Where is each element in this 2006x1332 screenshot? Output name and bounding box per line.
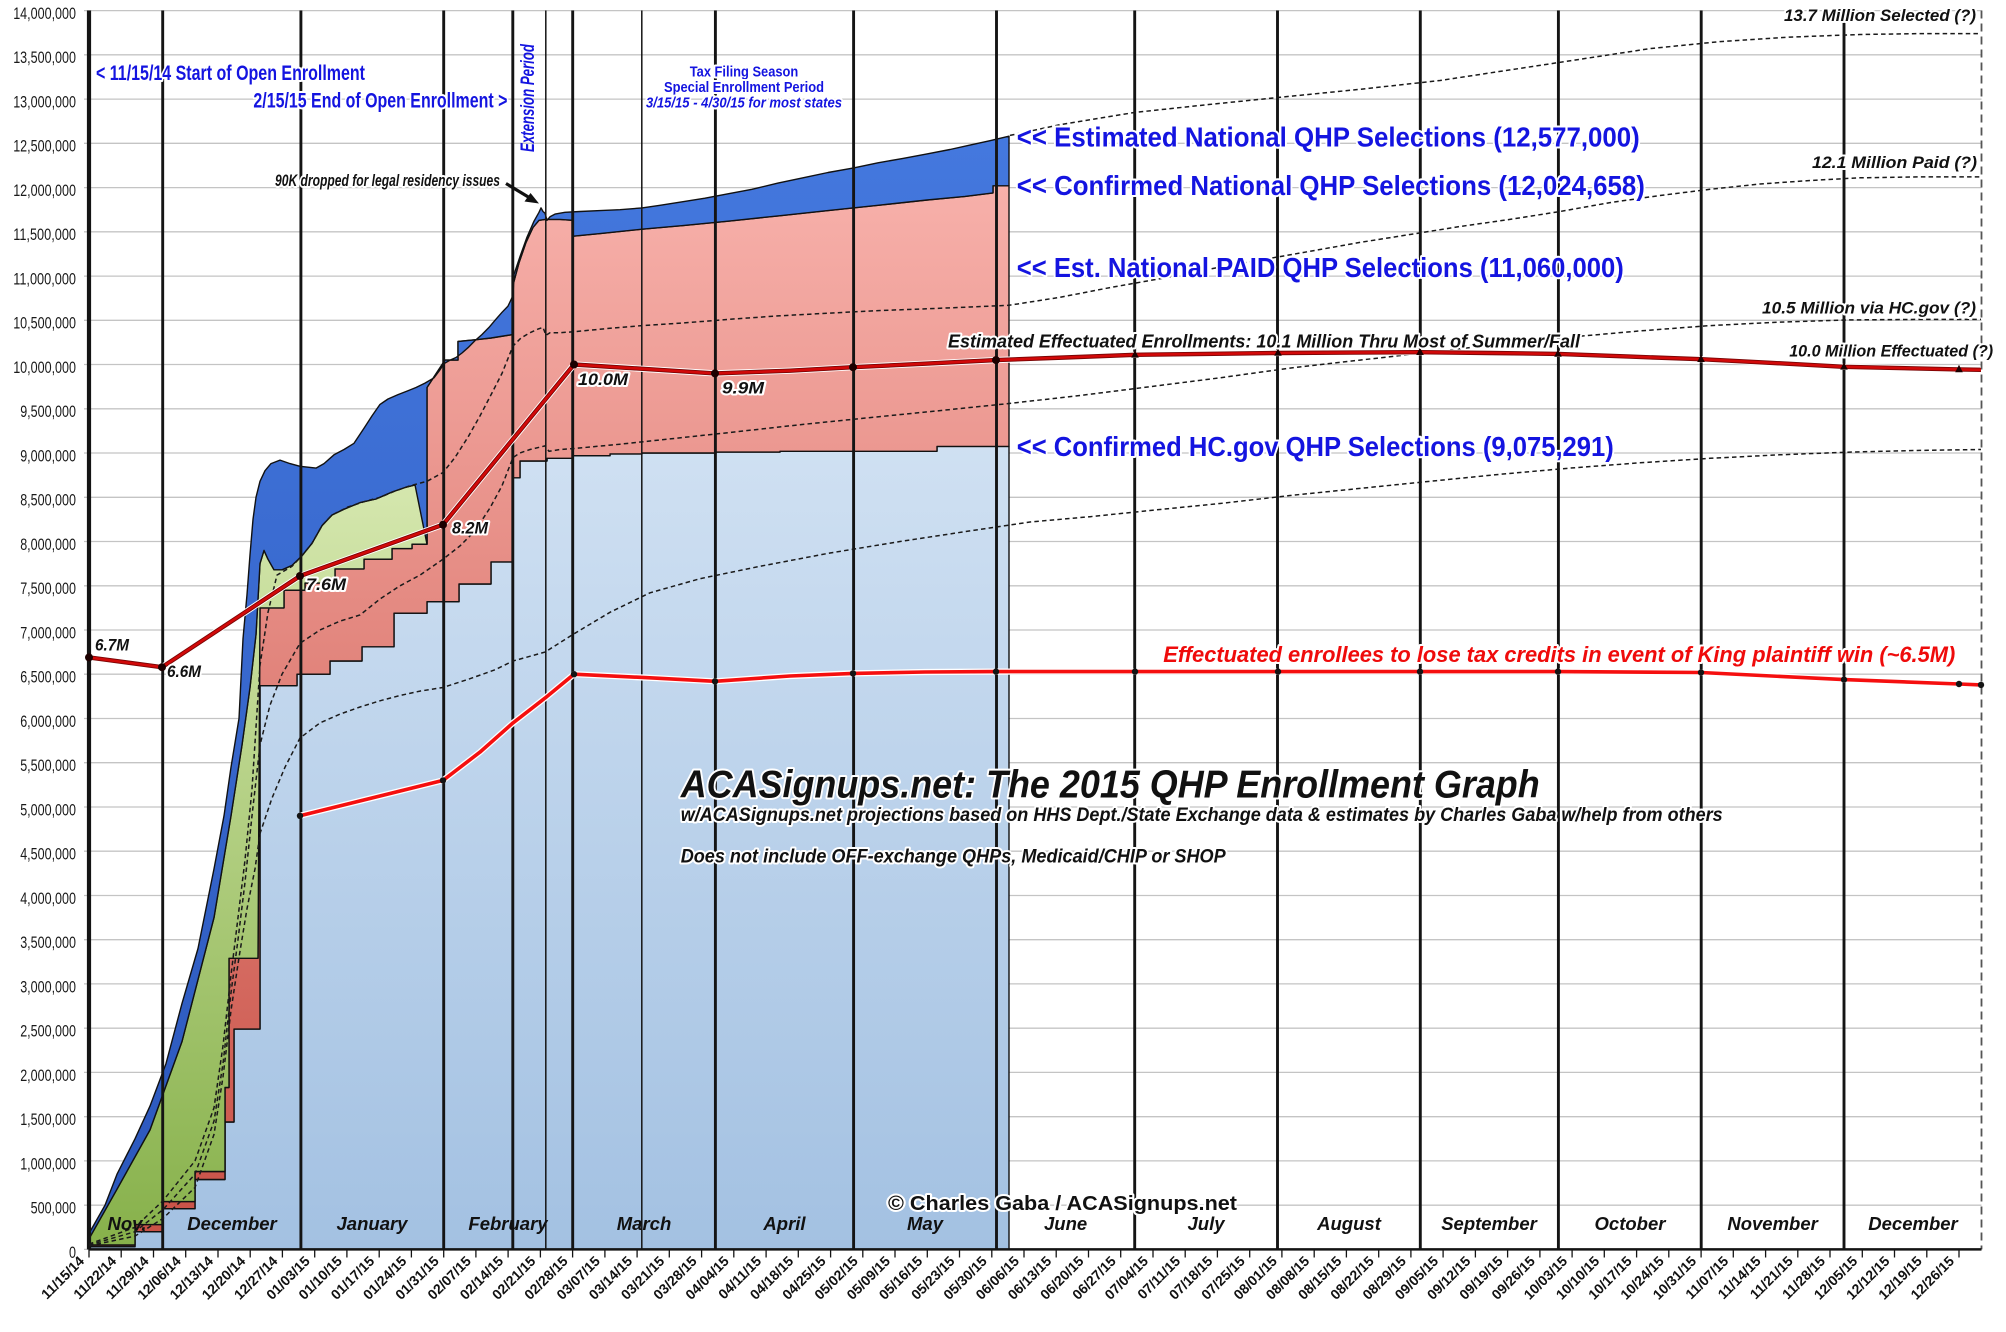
svg-text:6,000,000: 6,000,000 <box>20 712 76 731</box>
svg-text:10,000,000: 10,000,000 <box>13 358 76 377</box>
svg-text:3,000,000: 3,000,000 <box>20 977 76 996</box>
svg-text:12,000,000: 12,000,000 <box>13 181 76 200</box>
svg-text:<< Estimated National QHP Sele: << Estimated National QHP Selections (12… <box>1017 122 1640 153</box>
svg-text:ACASignups.net: The 2015 QHP E: ACASignups.net: The 2015 QHP Enrollment … <box>680 764 1540 807</box>
svg-text:© Charles Gaba / ACASignups.ne: © Charles Gaba / ACASignups.net <box>888 1193 1237 1215</box>
svg-text:Tax Filing Season: Tax Filing Season <box>690 64 799 81</box>
svg-text:2,500,000: 2,500,000 <box>20 1022 76 1041</box>
svg-text:May: May <box>907 1213 945 1234</box>
svg-text:7.6M: 7.6M <box>306 576 347 594</box>
svg-text:13.7 Million Selected (?): 13.7 Million Selected (?) <box>1784 7 1977 25</box>
svg-text:July: July <box>1187 1213 1226 1234</box>
svg-text:10,500,000: 10,500,000 <box>13 314 76 333</box>
svg-text:<< Confirmed HC.gov QHP Select: << Confirmed HC.gov QHP Selections (9,07… <box>1017 431 1614 462</box>
svg-text:3,500,000: 3,500,000 <box>20 933 76 952</box>
svg-text:2/15/15 End of Open Enrollment: 2/15/15 End of Open Enrollment > <box>253 90 507 113</box>
svg-text:6.7M: 6.7M <box>95 637 130 655</box>
svg-text:June: June <box>1044 1213 1087 1234</box>
svg-text:6.6M: 6.6M <box>167 663 202 681</box>
svg-text:6,500,000: 6,500,000 <box>20 668 76 687</box>
svg-text:9,500,000: 9,500,000 <box>20 402 76 421</box>
svg-text:4,000,000: 4,000,000 <box>20 889 76 908</box>
svg-text:Special Enrollment Period: Special Enrollment Period <box>664 79 824 96</box>
svg-text:8.2M: 8.2M <box>452 520 489 538</box>
svg-text:Does not include OFF-exchange: Does not include OFF-exchange QHPs, Medi… <box>681 846 1227 868</box>
svg-text:90K dropped for legal residenc: 90K dropped for legal residency issues <box>275 172 500 190</box>
svg-text:12,500,000: 12,500,000 <box>13 137 76 156</box>
svg-text:11,000,000: 11,000,000 <box>13 270 76 289</box>
svg-text:Nov.: Nov. <box>107 1213 146 1234</box>
svg-text:w/ACASignups.net projections b: w/ACASignups.net projections based on HH… <box>681 804 1723 826</box>
svg-text:7,500,000: 7,500,000 <box>20 579 76 598</box>
svg-text:11,500,000: 11,500,000 <box>13 225 76 244</box>
svg-text:4,500,000: 4,500,000 <box>20 845 76 864</box>
svg-text:8,500,000: 8,500,000 <box>20 491 76 510</box>
svg-text:August: August <box>1316 1213 1382 1234</box>
svg-text:8,000,000: 8,000,000 <box>20 535 76 554</box>
svg-text:9,000,000: 9,000,000 <box>20 446 76 465</box>
svg-text:14,000,000: 14,000,000 <box>13 4 76 23</box>
svg-text:December: December <box>187 1213 278 1234</box>
svg-text:October: October <box>1595 1213 1668 1234</box>
svg-text:February: February <box>468 1213 549 1234</box>
svg-text:January: January <box>337 1213 410 1234</box>
svg-text:April: April <box>762 1213 806 1234</box>
svg-text:13,000,000: 13,000,000 <box>13 93 76 112</box>
svg-text:5,500,000: 5,500,000 <box>20 756 76 775</box>
svg-text:5,000,000: 5,000,000 <box>20 800 76 819</box>
svg-text:March: March <box>617 1213 672 1234</box>
svg-text:1,500,000: 1,500,000 <box>20 1110 76 1129</box>
svg-text:7,000,000: 7,000,000 <box>20 623 76 642</box>
svg-text:500,000: 500,000 <box>31 1199 76 1218</box>
svg-text:12.1 Million Paid (?): 12.1 Million Paid (?) <box>1812 154 1978 172</box>
svg-text:0: 0 <box>69 1243 76 1262</box>
svg-text:3/15/15 - 4/30/15 for most sta: 3/15/15 - 4/30/15 for most states <box>646 95 842 112</box>
svg-text:< 11/15/14 Start of Open Enrol: < 11/15/14 Start of Open Enrollment <box>96 62 365 85</box>
svg-text:2,000,000: 2,000,000 <box>20 1066 76 1085</box>
svg-text:13,500,000: 13,500,000 <box>13 48 76 67</box>
svg-text:<< Confirmed National QHP Sele: << Confirmed National QHP Selections (12… <box>1017 170 1645 201</box>
svg-text:10.0M: 10.0M <box>578 371 629 389</box>
svg-text:Extension Period: Extension Period <box>518 44 539 152</box>
svg-text:Effectuated enrollees to lose: Effectuated enrollees to lose tax credit… <box>1163 642 1955 667</box>
svg-text:Estimated Effectuated Enrollme: Estimated Effectuated Enrollments: 10.1 … <box>948 331 1581 352</box>
svg-text:10.5 Million via HC.gov (?): 10.5 Million via HC.gov (?) <box>1762 300 1977 318</box>
svg-text:1,000,000: 1,000,000 <box>20 1154 76 1173</box>
svg-text:December: December <box>1868 1213 1959 1234</box>
svg-text:September: September <box>1441 1213 1538 1234</box>
svg-text:November: November <box>1727 1213 1819 1234</box>
svg-text:<< Est. National PAID QHP Sele: << Est. National PAID QHP Selections (11… <box>1017 252 1624 283</box>
svg-text:10.0 Million Effectuated (?): 10.0 Million Effectuated (?) <box>1789 343 1993 361</box>
svg-text:9.9M: 9.9M <box>722 380 765 398</box>
